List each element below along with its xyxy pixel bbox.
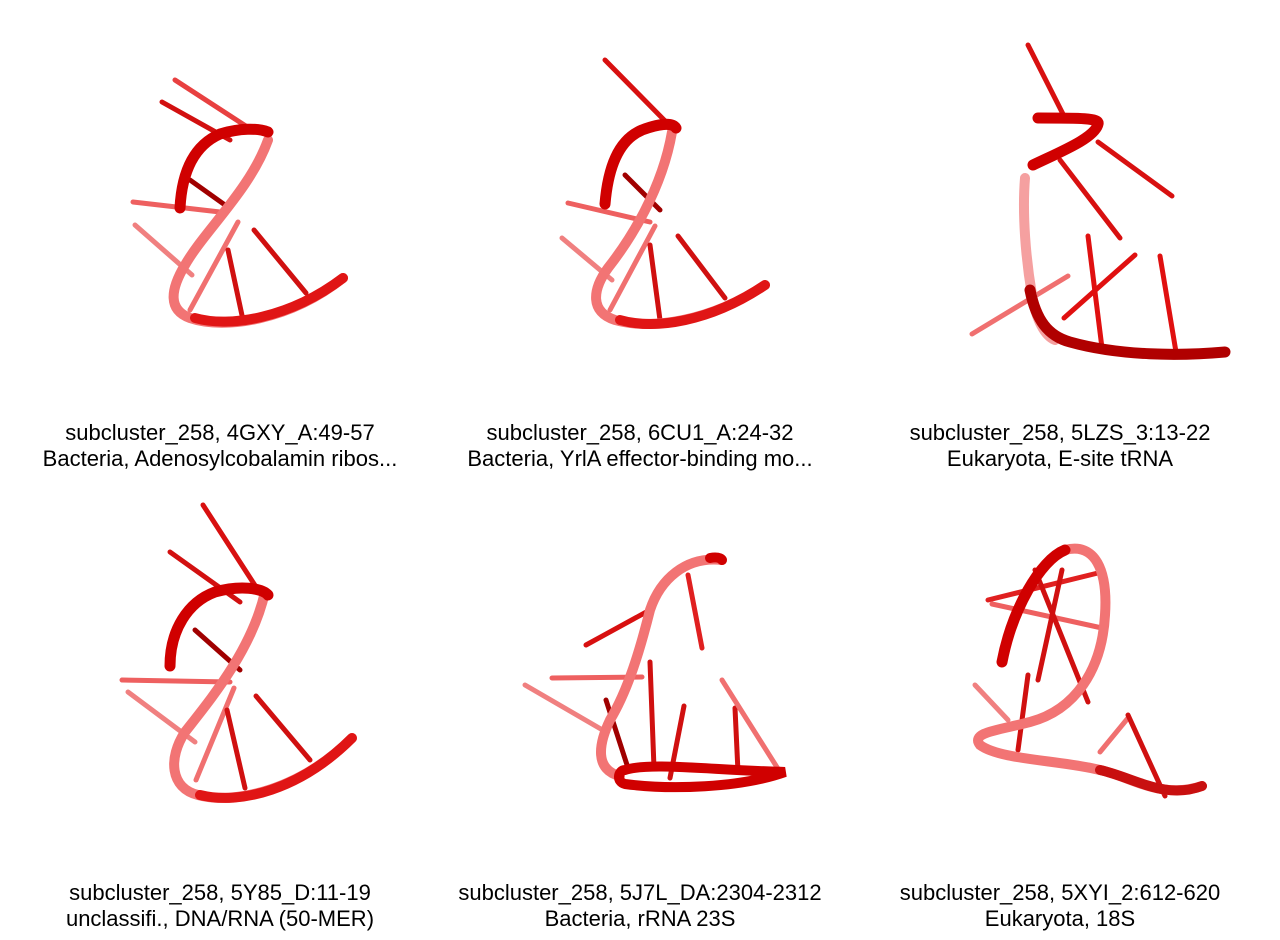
caption-line-2: Bacteria, YrlA effector-binding mo... [467,446,813,471]
rna-structure-image [119,502,357,803]
panel-4: subcluster_258, 5Y85_D:11-19 unclassifi.… [0,470,420,940]
panel-caption: subcluster_258, 5J7L_DA:2304-2312 Bacter… [420,880,860,932]
caption-line-1: subcluster_258, 6CU1_A:24-32 [486,420,794,445]
panel-6: subcluster_258, 5XYI_2:612-620 Eukaryota… [840,470,1260,940]
panel-caption: subcluster_258, 5Y85_D:11-19 unclassifi.… [0,880,440,932]
caption-line-2: Bacteria, Adenosylcobalamin ribos... [42,446,398,471]
panel-1: subcluster_258, 4GXY_A:49-57 Bacteria, A… [0,0,420,471]
caption-line-1: subcluster_258, 5LZS_3:13-22 [909,420,1211,445]
caption-line-2: unclassifi., DNA/RNA (50-MER) [65,906,375,931]
caption-line-1: subcluster_258, 4GXY_A:49-57 [65,420,375,445]
panel-caption: subcluster_258, 5LZS_3:13-22 Eukaryota, … [840,420,1280,472]
caption-line-2: Eukaryota, E-site tRNA [946,446,1174,471]
rna-structure-image [130,77,348,328]
rna-structure-image [522,552,787,793]
caption-line-1: subcluster_258, 5Y85_D:11-19 [69,880,371,905]
panel-caption: subcluster_258, 5XYI_2:612-620 Eukaryota… [840,880,1280,932]
caption-line-1: subcluster_258, 5J7L_DA:2304-2312 [458,880,822,905]
panel-caption: subcluster_258, 4GXY_A:49-57 Bacteria, A… [0,420,440,472]
caption-line-1: subcluster_258, 5XYI_2:612-620 [899,880,1221,905]
caption-line-2: Bacteria, rRNA 23S [544,906,736,931]
panel-3: subcluster_258, 5LZS_3:13-22 Eukaryota, … [840,0,1260,471]
panel-2: subcluster_258, 6CU1_A:24-32 Bacteria, Y… [420,0,840,471]
caption-line-2: Eukaryota, 18S [984,906,1136,931]
rna-structure-image [972,543,1207,799]
rna-structure-image [969,42,1231,360]
panel-caption: subcluster_258, 6CU1_A:24-32 Bacteria, Y… [420,420,860,472]
panel-5: subcluster_258, 5J7L_DA:2304-2312 Bacter… [420,470,840,940]
rna-structure-image [559,57,770,329]
